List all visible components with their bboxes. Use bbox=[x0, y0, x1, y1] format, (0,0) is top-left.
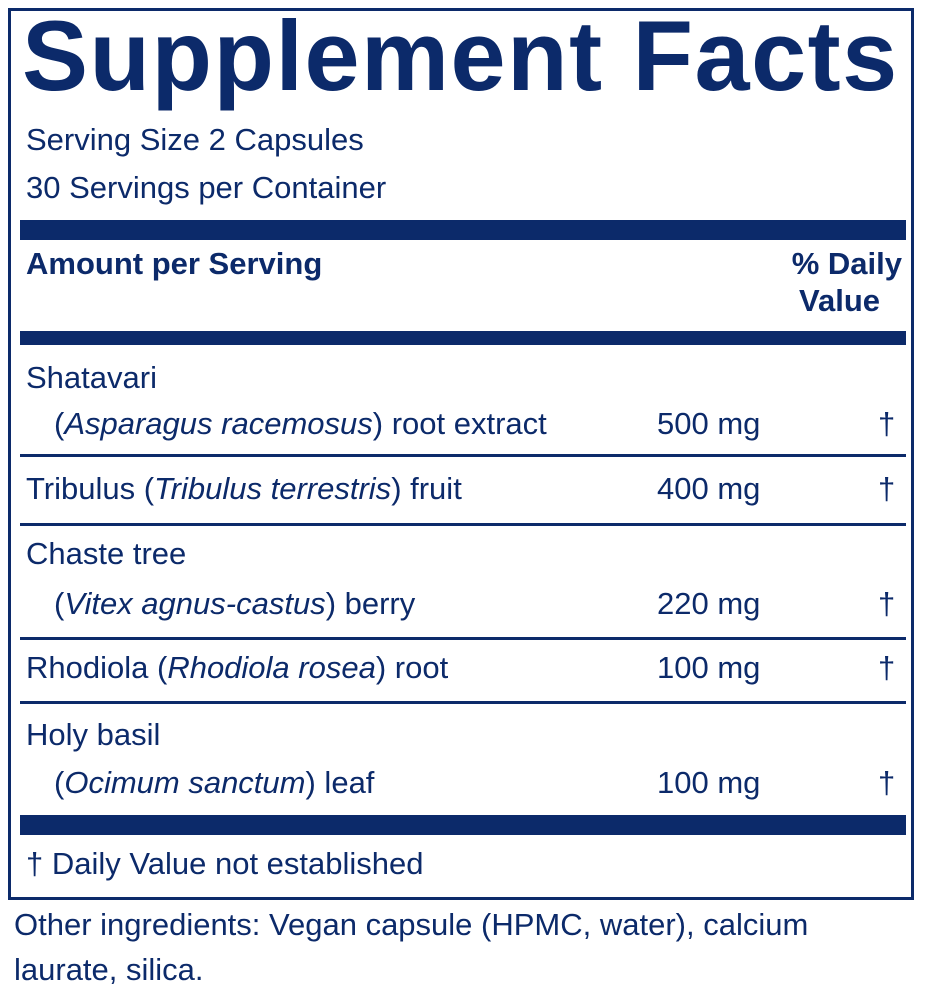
ingredient-name: Holy basil bbox=[26, 717, 161, 752]
dagger-symbol: † bbox=[878, 471, 896, 506]
supplement-facts-panel bbox=[8, 8, 914, 900]
ingredient-amount: 220 mg bbox=[657, 586, 761, 621]
footnote: † Daily Value not established bbox=[26, 846, 424, 881]
ingredient-amount: 100 mg bbox=[657, 650, 761, 685]
serving-size: Serving Size 2 Capsules bbox=[26, 122, 364, 157]
ingredient-detail: Tribulus (Tribulus terrestris) fruit bbox=[26, 471, 462, 506]
dagger-symbol: † bbox=[878, 765, 896, 800]
daily-value-header-2: Value bbox=[799, 283, 880, 318]
thick-divider bbox=[20, 815, 906, 835]
medium-divider bbox=[20, 331, 906, 345]
servings-per-container: 30 Servings per Container bbox=[26, 170, 387, 205]
thick-divider bbox=[20, 220, 906, 240]
amount-per-serving-header: Amount per Serving bbox=[26, 246, 323, 281]
row-divider bbox=[20, 637, 906, 640]
ingredient-amount: 100 mg bbox=[657, 765, 761, 800]
dagger-symbol: † bbox=[878, 406, 896, 441]
ingredient-name: Shatavari bbox=[26, 360, 157, 395]
dagger-symbol: † bbox=[878, 586, 896, 621]
panel-title: Supplement Facts bbox=[22, 0, 899, 111]
other-ingredients-line-1: Other ingredients: Vegan capsule (HPMC, … bbox=[14, 907, 809, 942]
ingredient-detail: (Ocimum sanctum) leaf bbox=[54, 765, 375, 800]
ingredient-detail: Rhodiola (Rhodiola rosea) root bbox=[26, 650, 449, 685]
ingredient-amount: 500 mg bbox=[657, 406, 761, 441]
ingredient-amount: 400 mg bbox=[657, 471, 761, 506]
ingredient-name: Chaste tree bbox=[26, 536, 187, 571]
ingredient-detail: (Asparagus racemosus) root extract bbox=[54, 406, 547, 441]
other-ingredients-line-2: laurate, silica. bbox=[14, 952, 204, 987]
row-divider bbox=[20, 454, 906, 457]
row-divider bbox=[20, 701, 906, 704]
daily-value-header-1: % Daily bbox=[791, 246, 902, 281]
ingredient-detail: (Vitex agnus-castus) berry bbox=[54, 586, 416, 621]
dagger-symbol: † bbox=[878, 650, 896, 685]
row-divider bbox=[20, 523, 906, 526]
